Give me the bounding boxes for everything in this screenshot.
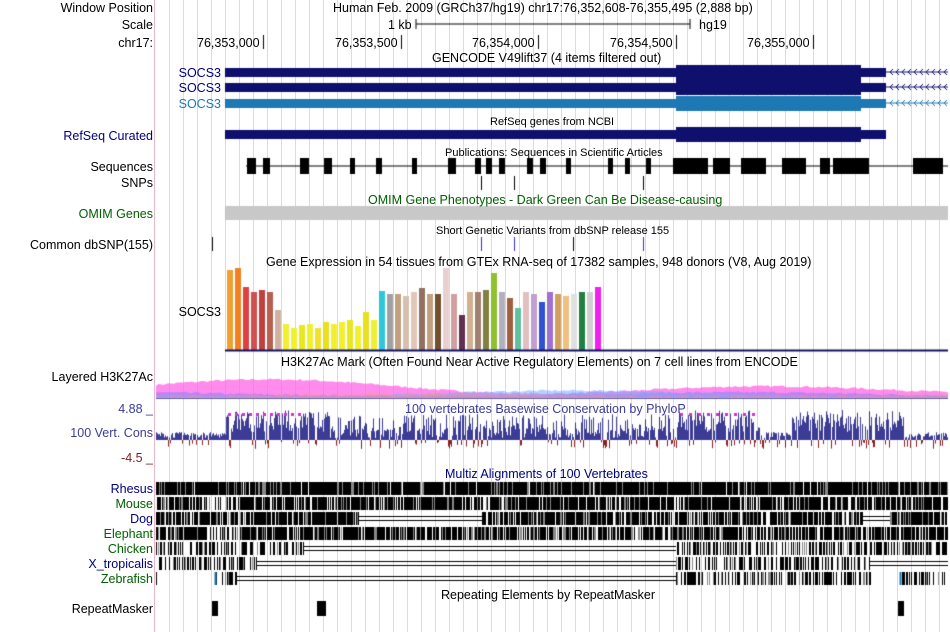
phylop-min-value: -4.5 _	[121, 451, 153, 465]
phylop-max-value: 4.88 _	[118, 402, 153, 416]
species-label-dog[interactable]: Dog	[130, 512, 153, 526]
refseq-track-label[interactable]: RefSeq Curated	[63, 129, 153, 143]
repeatmasker-track-title: Repeating Elements by RepeatMasker	[441, 588, 656, 602]
chrom-label: chr17:	[118, 36, 153, 50]
refseq-track-title: RefSeq genes from NCBI	[490, 116, 615, 128]
phylop-track-title: 100 vertebrates Basewise Conservation by…	[405, 402, 686, 416]
tick-label: 76,354,000	[472, 36, 535, 50]
dbsnp-track-title: Short Genetic Variants from dbSNP releas…	[436, 225, 670, 237]
gtex-gene-label[interactable]: SOCS3	[178, 305, 221, 319]
gtex-track-title: Gene Expression in 54 tissues from GTEx …	[266, 255, 812, 269]
species-label-rhesus[interactable]: Rhesus	[110, 482, 153, 496]
window-position-label: Window Position	[60, 1, 153, 15]
species-label-mouse[interactable]: Mouse	[115, 497, 153, 511]
scale-value: 1 kb	[388, 18, 412, 32]
gene-label-socs3[interactable]: SOCS3	[178, 66, 221, 80]
tick-label: 76,355,000	[747, 36, 810, 50]
species-label-chicken[interactable]: Chicken	[107, 542, 153, 556]
snps-track-label[interactable]: SNPs	[121, 176, 153, 190]
gene-label-socs3[interactable]: SOCS3	[178, 81, 221, 95]
species-label-x-tropicalis[interactable]: X_tropicalis	[88, 557, 153, 571]
multiz-track-title: Multiz Alignments of 100 Vertebrates	[445, 467, 648, 481]
publications-track-title: Publications: Sequences in Scientific Ar…	[445, 147, 663, 159]
publications-track-label[interactable]: Sequences	[90, 160, 153, 174]
species-label-elephant[interactable]: Elephant	[103, 527, 153, 541]
h3k27ac-track-title: H3K27Ac Mark (Often Found Near Active Re…	[281, 355, 798, 369]
h3k27ac-track-label[interactable]: Layered H3K27Ac	[51, 370, 153, 384]
tick-label: 76,353,000	[197, 36, 260, 50]
window-position-value: Human Feb. 2009 (GRCh37/hg19) chr17:76,3…	[333, 1, 753, 15]
gene-label-socs3[interactable]: SOCS3	[178, 97, 221, 111]
species-label-zebrafish[interactable]: Zebrafish	[100, 572, 153, 586]
repeatmasker-track-label[interactable]: RepeatMasker	[71, 602, 153, 616]
assembly-name: hg19	[699, 18, 727, 32]
tick-label: 76,353,500	[335, 36, 398, 50]
dbsnp-track-label[interactable]: Common dbSNP(155)	[30, 238, 153, 252]
omim-track-label[interactable]: OMIM Genes	[78, 207, 153, 221]
scale-label: Scale	[121, 18, 153, 32]
phylop-track-label[interactable]: 100 Vert. Cons	[70, 426, 153, 440]
tick-label: 76,354,500	[610, 36, 673, 50]
gencode-track-title: GENCODE V49lift37 (4 items filtered out)	[432, 51, 662, 65]
omim-track-title: OMIM Gene Phenotypes - Dark Green Can Be…	[368, 193, 723, 207]
